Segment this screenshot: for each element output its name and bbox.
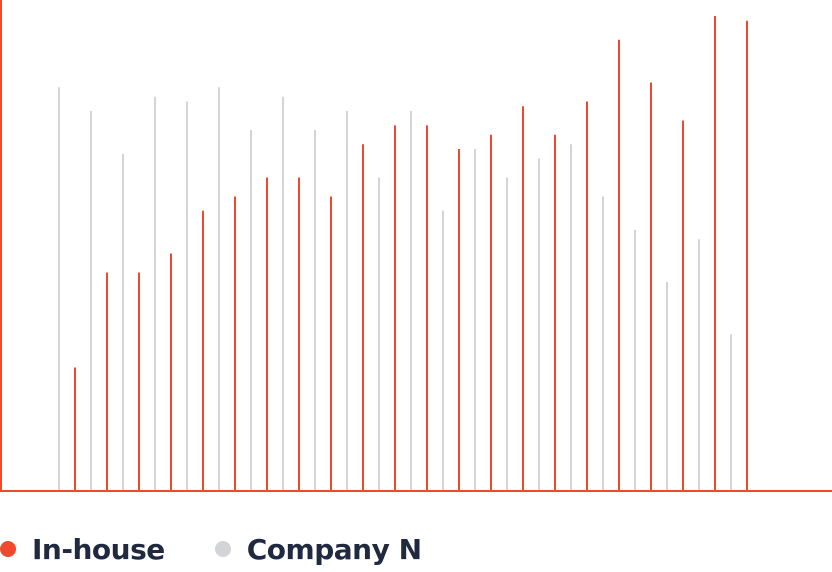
company-n-bars [58, 87, 732, 491]
legend-label-in-house: In-house [32, 532, 165, 566]
legend-dot-company-n [214, 541, 231, 557]
chart [0, 0, 832, 492]
legend-dot-in-house [0, 541, 16, 557]
legend-label-company-n: Company N [246, 532, 422, 566]
legend-item-company-n: Company N [214, 532, 422, 566]
legend-item-in-house: In-house [0, 533, 165, 566]
legend: In-house Company N [0, 530, 472, 568]
in-house-bars [74, 16, 748, 491]
